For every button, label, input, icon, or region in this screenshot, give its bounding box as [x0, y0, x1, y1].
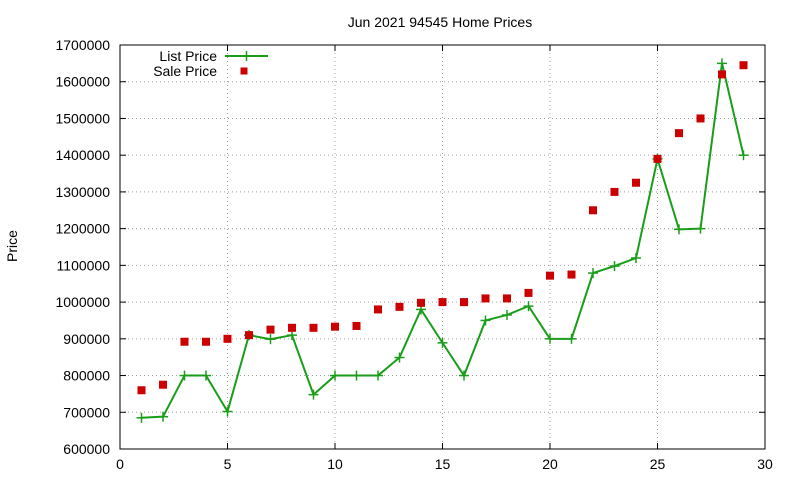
list-price-point [717, 58, 727, 69]
list-price-point [695, 223, 706, 234]
list-price-point [459, 370, 469, 381]
y-tick-label: 1000000 [55, 294, 110, 310]
legend-plus-glyph [241, 51, 252, 61]
list-price-line [141, 63, 745, 419]
list-price-point [158, 411, 168, 422]
list-price-point [631, 253, 641, 264]
sale-price-point [374, 305, 382, 314]
sale-price-point [567, 270, 576, 279]
y-axis-label: Price [4, 230, 20, 262]
list-price-point [588, 268, 598, 279]
x-tick-label: 10 [327, 456, 343, 472]
sale-price-point [202, 337, 210, 346]
sale-price-point [481, 294, 490, 303]
legend-label-list-price: List Price [159, 48, 217, 64]
list-price-point [308, 389, 319, 400]
sale-price-point [653, 154, 662, 163]
x-tick-label: 20 [542, 456, 558, 472]
y-tick-label: 1600000 [55, 74, 110, 90]
sale-price-point [417, 298, 425, 307]
sale-price-point [331, 322, 339, 331]
sale-price-point [159, 380, 167, 389]
sale-price-point [180, 337, 189, 346]
list-price-point [179, 370, 190, 381]
y-tick-label: 1400000 [55, 147, 110, 163]
y-tick-label: 1700000 [55, 37, 110, 53]
sale-price-point [675, 129, 683, 138]
list-price-point [287, 330, 297, 341]
series [136, 58, 749, 423]
sale-price-point [718, 70, 726, 79]
list-price-point [330, 370, 340, 381]
sale-price-point [223, 334, 232, 343]
legend-marker-list-price [241, 51, 252, 61]
sale-price-point [696, 114, 705, 123]
sale-price-point [589, 206, 597, 215]
axis-ticks: 0 5 10 15 20 25 30 600000 700000 800000 900000 1000… [55, 37, 773, 472]
x-tick-label: 0 [116, 456, 124, 472]
sale-price-point [524, 288, 533, 297]
list-price-point [609, 261, 620, 272]
chart-title: Jun 2021 94545 Home Prices [348, 14, 532, 30]
list-price-point [351, 370, 362, 381]
list-price-point [373, 370, 383, 381]
list-price-point [566, 333, 577, 344]
x-tick-label: 30 [757, 456, 773, 472]
y-tick-label: 1100000 [57, 257, 111, 273]
list-price-point [674, 224, 684, 235]
list-price-point [437, 337, 448, 348]
sale-price-point [438, 298, 447, 307]
list-price-point [502, 309, 512, 320]
x-tick-label: 5 [224, 456, 232, 472]
sale-price-point [137, 386, 146, 395]
sale-price-point [632, 178, 640, 187]
legend-label-sale-price: Sale Price [153, 63, 217, 79]
sale-price-point [352, 321, 361, 330]
list-price-point [738, 150, 749, 161]
sale-price-point [610, 187, 619, 196]
sale-price-point [309, 323, 318, 332]
list-price-point [394, 352, 405, 363]
sale-price-point [503, 294, 511, 303]
sale-price-point [546, 271, 554, 280]
list-price-point [265, 334, 276, 345]
list-price-point [201, 370, 211, 381]
list-price-point [545, 333, 555, 344]
sale-price-point [460, 298, 468, 307]
sale-price-point [395, 302, 404, 311]
y-tick-label: 1200000 [55, 221, 110, 237]
x-tick-label: 25 [650, 456, 666, 472]
legend-marker-sale-price [240, 67, 248, 75]
legend: List Price Sale Price [153, 48, 268, 79]
y-tick-label: 800000 [63, 368, 110, 384]
sale-price-point [266, 325, 275, 334]
grid [120, 45, 765, 449]
y-tick-label: 600000 [63, 441, 110, 457]
y-tick-label: 1500000 [55, 110, 110, 126]
sale-price-point [245, 331, 253, 340]
sale-price-point [288, 323, 296, 332]
y-tick-label: 1300000 [55, 184, 110, 200]
x-tick-label: 15 [435, 456, 451, 472]
y-tick-label: 900000 [63, 331, 110, 347]
list-price-point [523, 301, 534, 312]
list-price-point [136, 412, 147, 423]
sale-price-point [739, 61, 748, 70]
list-price-point [480, 315, 491, 326]
y-tick-label: 700000 [63, 404, 110, 420]
list-price-point [222, 406, 233, 417]
plot-frame [119, 44, 766, 450]
